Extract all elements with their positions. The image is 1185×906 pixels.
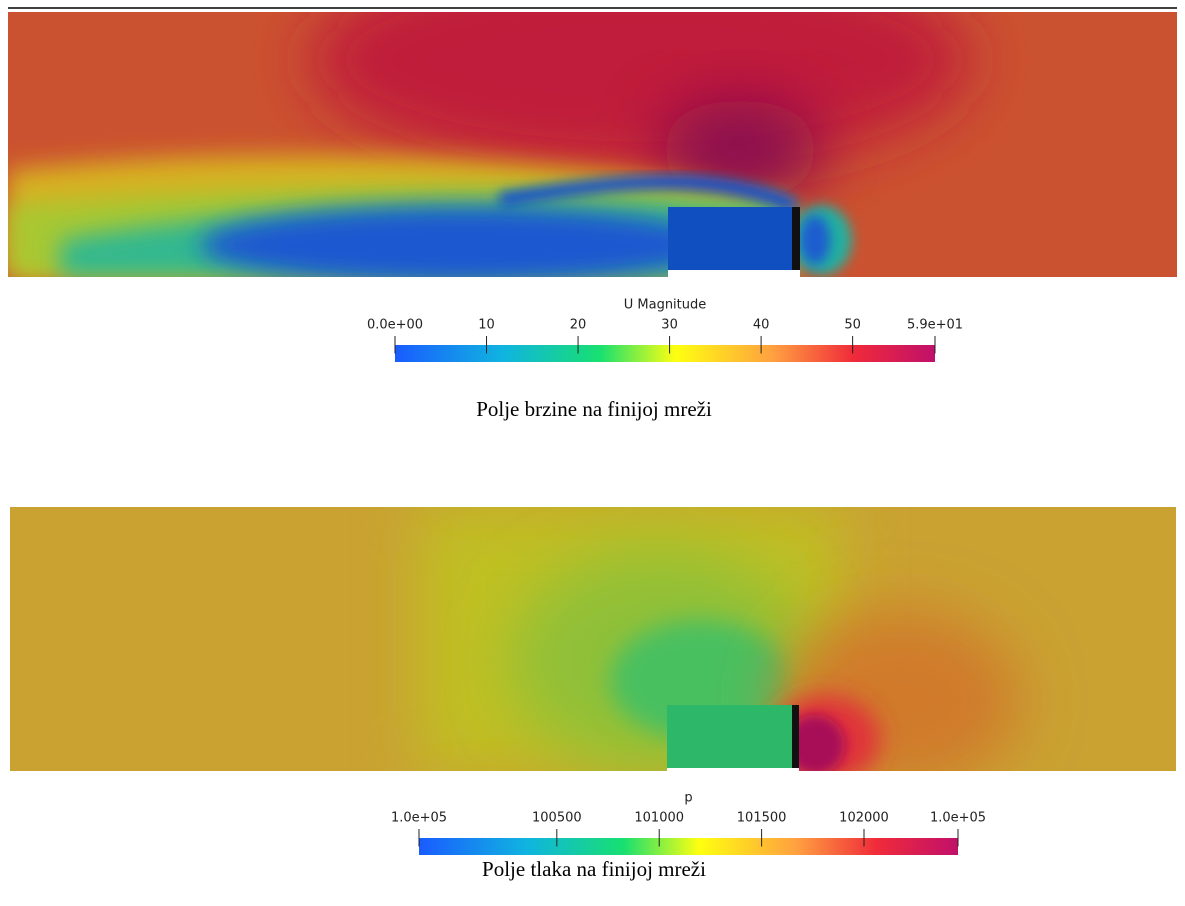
colorbar-tick-label: 5.9e+01: [907, 318, 963, 333]
colorbar-tick-label: 30: [661, 318, 678, 333]
colorbar-tick-label: 50: [844, 318, 861, 333]
caption: Polje brzine na finijoj mreži: [476, 397, 712, 421]
colorbar-title: U Magnitude: [624, 298, 707, 313]
colorbar: [419, 838, 958, 855]
caption: Polje tlaka na finijoj mreži: [482, 857, 706, 881]
colorbar-tick-label: 10: [478, 318, 495, 333]
colorbar-tick-label: 40: [753, 318, 770, 333]
pressure-field: [10, 507, 1176, 771]
colorbar-tick-label: 0.0e+00: [367, 318, 423, 333]
colorbar-tick-label: 1.0e+05: [930, 811, 986, 826]
colorbar-tick-label: 100500: [532, 811, 582, 826]
colorbar-tick-label: 20: [570, 318, 587, 333]
colorbar-tick-label: 101000: [634, 811, 684, 826]
figure-velocity: U Magnitude 0.0e+00 10 20 30 40 50 5.9e+01 Polje…: [367, 298, 963, 421]
colorbar-tick-label: 101500: [737, 811, 787, 826]
colorbar: [395, 345, 935, 362]
figure-pressure: p 1.0e+05 100500 101000 101500 102000 1.0e+05 P…: [391, 791, 986, 881]
colorbar-tick-label: 1.0e+05: [391, 811, 447, 826]
colorbar-tick-label: 102000: [839, 811, 889, 826]
velocity-field: [8, 12, 1177, 277]
colorbar-title: p: [684, 791, 692, 806]
